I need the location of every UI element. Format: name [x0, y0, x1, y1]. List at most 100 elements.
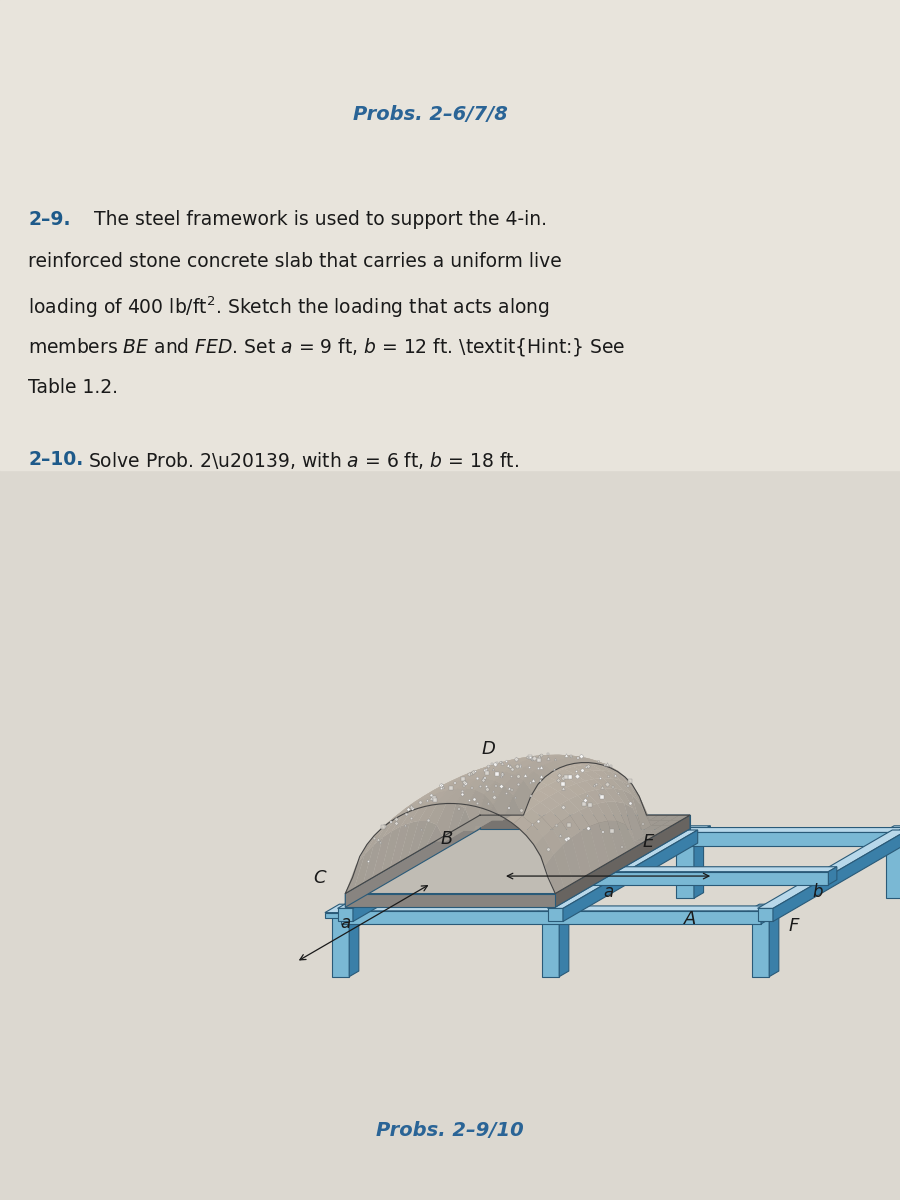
Polygon shape — [474, 794, 493, 830]
Polygon shape — [448, 779, 468, 790]
Polygon shape — [425, 785, 445, 796]
Polygon shape — [758, 908, 773, 922]
Polygon shape — [614, 788, 633, 809]
Polygon shape — [548, 781, 567, 792]
Polygon shape — [573, 766, 592, 772]
Polygon shape — [533, 817, 553, 836]
Polygon shape — [407, 797, 427, 809]
Polygon shape — [483, 804, 502, 826]
Polygon shape — [404, 797, 423, 810]
Polygon shape — [355, 845, 374, 888]
Polygon shape — [459, 772, 479, 781]
Polygon shape — [560, 755, 579, 757]
Polygon shape — [518, 776, 537, 785]
Polygon shape — [439, 781, 459, 792]
Polygon shape — [536, 768, 555, 776]
Polygon shape — [591, 764, 610, 772]
Polygon shape — [531, 802, 551, 817]
Polygon shape — [634, 836, 654, 841]
Polygon shape — [346, 854, 365, 894]
Text: 2–9.: 2–9. — [28, 210, 70, 229]
Polygon shape — [491, 760, 510, 766]
Polygon shape — [485, 768, 504, 773]
Polygon shape — [549, 792, 569, 805]
Polygon shape — [459, 790, 479, 797]
Polygon shape — [633, 809, 652, 836]
Polygon shape — [409, 866, 837, 871]
Polygon shape — [513, 780, 533, 815]
Polygon shape — [569, 755, 588, 758]
Polygon shape — [366, 824, 386, 846]
Polygon shape — [501, 797, 521, 809]
Polygon shape — [896, 828, 900, 846]
Polygon shape — [555, 769, 574, 778]
Polygon shape — [517, 770, 535, 776]
Polygon shape — [582, 764, 601, 770]
Polygon shape — [641, 804, 660, 826]
Polygon shape — [556, 778, 576, 787]
Polygon shape — [502, 796, 522, 821]
Polygon shape — [628, 780, 648, 815]
Polygon shape — [495, 768, 515, 773]
Text: B: B — [440, 830, 453, 848]
Polygon shape — [615, 802, 634, 841]
Polygon shape — [418, 793, 436, 804]
Polygon shape — [413, 792, 432, 805]
Polygon shape — [529, 755, 549, 757]
Polygon shape — [507, 760, 526, 766]
Polygon shape — [461, 769, 480, 778]
Polygon shape — [467, 778, 486, 784]
Polygon shape — [560, 799, 580, 816]
Polygon shape — [696, 826, 710, 840]
Polygon shape — [435, 836, 454, 841]
Polygon shape — [621, 781, 641, 804]
Polygon shape — [445, 776, 464, 785]
Polygon shape — [576, 781, 596, 792]
Polygon shape — [493, 764, 513, 768]
Text: C: C — [313, 869, 326, 887]
Polygon shape — [694, 827, 704, 899]
Polygon shape — [475, 779, 495, 794]
Polygon shape — [486, 773, 506, 778]
Polygon shape — [471, 766, 491, 772]
Polygon shape — [472, 766, 492, 773]
Polygon shape — [409, 871, 828, 884]
Polygon shape — [364, 828, 384, 854]
Polygon shape — [570, 757, 590, 761]
Polygon shape — [391, 823, 410, 868]
Polygon shape — [506, 766, 525, 774]
Polygon shape — [554, 763, 573, 769]
Polygon shape — [338, 908, 353, 922]
Polygon shape — [346, 829, 690, 907]
Polygon shape — [356, 836, 375, 865]
Polygon shape — [479, 784, 499, 791]
Polygon shape — [364, 838, 382, 883]
Polygon shape — [399, 821, 418, 862]
Polygon shape — [386, 809, 405, 824]
Polygon shape — [542, 911, 559, 977]
Polygon shape — [603, 778, 623, 790]
Polygon shape — [616, 821, 636, 852]
Polygon shape — [828, 866, 837, 884]
Polygon shape — [758, 830, 900, 908]
Polygon shape — [524, 761, 543, 766]
Polygon shape — [535, 905, 576, 912]
Polygon shape — [483, 764, 502, 770]
Polygon shape — [492, 815, 511, 821]
Polygon shape — [423, 785, 443, 797]
Polygon shape — [484, 781, 504, 804]
Polygon shape — [610, 772, 630, 785]
Polygon shape — [546, 772, 565, 781]
Polygon shape — [540, 797, 560, 810]
Polygon shape — [405, 796, 425, 809]
Polygon shape — [528, 780, 548, 790]
Polygon shape — [521, 796, 540, 809]
Polygon shape — [504, 774, 524, 796]
Polygon shape — [752, 911, 770, 977]
Polygon shape — [597, 802, 617, 821]
Polygon shape — [450, 796, 470, 804]
Polygon shape — [630, 785, 650, 821]
Polygon shape — [524, 772, 543, 793]
Polygon shape — [417, 821, 436, 852]
Polygon shape — [502, 761, 522, 764]
